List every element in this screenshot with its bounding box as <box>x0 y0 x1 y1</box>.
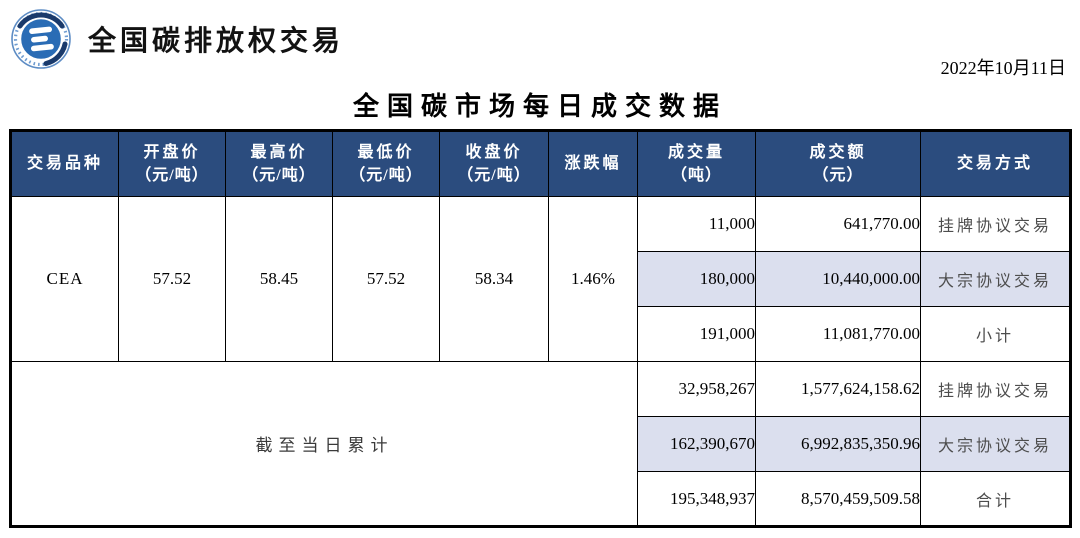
volume-cell: 162,390,670 <box>637 416 756 472</box>
page-title: 全国碳市场每日成交数据 <box>352 92 727 121</box>
column-header-volume: 成交量 （吨） <box>637 130 756 197</box>
cumulative-label-cell: 截至当日累计 <box>10 361 638 527</box>
column-header-method: 交易方式 <box>920 130 1071 197</box>
amount-cell: 8,570,459,509.58 <box>755 471 921 527</box>
table-header-row: 交易品种 开盘价 （元/吨） 最高价 （元/吨） 最低价 （元/吨） 收盘价 （元/吨）… <box>10 130 1071 197</box>
daily-trading-table: 交易品种 开盘价 （元/吨） 最高价 （元/吨） 最低价 （元/吨） 收盘价 （元/吨）… <box>9 129 1072 528</box>
table-row-cumulative-total: 195,348,937 8,570,459,509.58 合计 <box>11 471 1071 527</box>
variety-cell: CEA <box>10 196 119 362</box>
amount-cell: 10,440,000.00 <box>755 251 921 307</box>
volume-cell: 191,000 <box>637 306 756 362</box>
volume-cell: 32,958,267 <box>637 361 756 417</box>
column-header-change: 涨跌幅 <box>548 130 638 197</box>
carbon-exchange-seal-icon <box>11 9 71 69</box>
amount-cell: 6,992,835,350.96 <box>755 416 921 472</box>
method-cell: 大宗协议交易 <box>920 251 1071 307</box>
method-cell: 挂牌协议交易 <box>920 361 1071 417</box>
amount-cell: 641,770.00 <box>755 196 921 252</box>
open-price-cell: 57.52 <box>118 196 226 362</box>
brand-title: 全国碳排放权交易 <box>88 26 345 57</box>
method-cell: 挂牌协议交易 <box>920 196 1071 252</box>
method-cell: 合计 <box>920 471 1071 527</box>
column-header-open: 开盘价 （元/吨） <box>118 130 226 197</box>
method-cell: 小计 <box>920 306 1071 362</box>
volume-cell: 11,000 <box>637 196 756 252</box>
volume-cell: 180,000 <box>637 251 756 307</box>
amount-cell: 11,081,770.00 <box>755 306 921 362</box>
column-header-variety: 交易品种 <box>10 130 119 197</box>
low-price-cell: 57.52 <box>332 196 440 362</box>
header-bar: 全国碳排放权交易 <box>10 8 344 70</box>
column-header-amount: 成交额 （元） <box>755 130 921 197</box>
amount-cell: 1,577,624,158.62 <box>755 361 921 417</box>
column-header-close: 收盘价 （元/吨） <box>439 130 549 197</box>
table-row-cumulative-block: 162,390,670 6,992,835,350.96 大宗协议交易 <box>11 416 1071 472</box>
volume-cell: 195,348,937 <box>637 471 756 527</box>
high-price-cell: 58.45 <box>225 196 333 362</box>
table-row-daily-block: 180,000 10,440,000.00 大宗协议交易 <box>11 251 1071 307</box>
table-row-daily-listed: CEA 57.52 58.45 57.52 58.34 1.46% 11,000… <box>10 196 1071 362</box>
report-date: 2022年10月11日 <box>940 58 1066 78</box>
change-percent-cell: 1.46% <box>548 196 638 362</box>
column-header-low: 最低价 （元/吨） <box>332 130 440 197</box>
column-header-high: 最高价 （元/吨） <box>225 130 333 197</box>
table-row-daily-subtotal: 191,000 11,081,770.00 小计 <box>11 306 1071 362</box>
close-price-cell: 58.34 <box>439 196 549 362</box>
method-cell: 大宗协议交易 <box>920 416 1071 472</box>
table-row-cumulative-listed: 截至当日累计 32,958,267 1,577,624,158.62 挂牌协议交… <box>10 361 1071 527</box>
